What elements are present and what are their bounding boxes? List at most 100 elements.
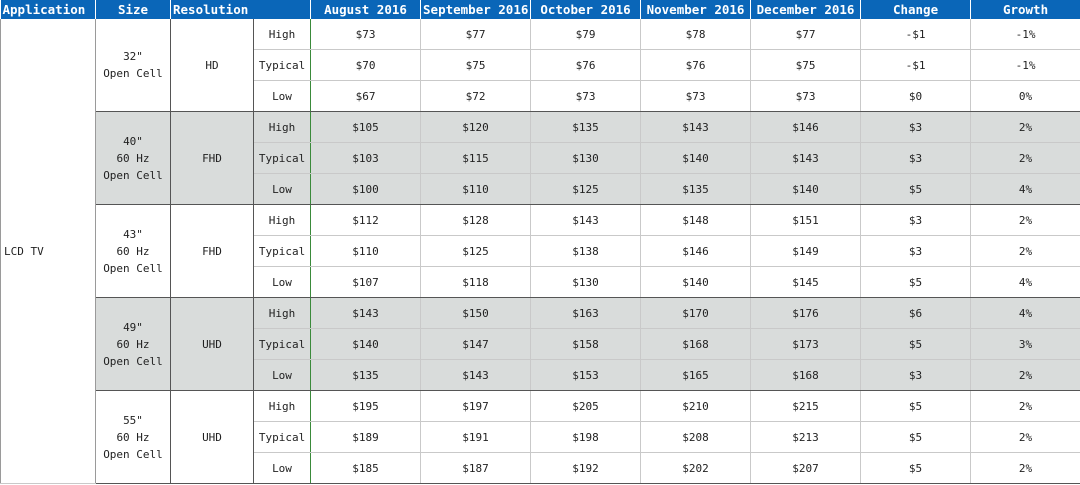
growth-cell: 2%	[970, 235, 1080, 267]
oct-cell: $143	[530, 204, 642, 236]
aug-cell: $107	[310, 266, 422, 298]
dec-cell: $168	[750, 359, 862, 391]
level-cell: High	[253, 204, 312, 236]
header-resolution: Resolution	[170, 0, 312, 19]
oct-cell: $76	[530, 49, 642, 81]
change-cell: $5	[860, 390, 972, 422]
oct-cell: $198	[530, 421, 642, 453]
aug-cell: $140	[310, 328, 422, 360]
aug-cell: $103	[310, 142, 422, 174]
aug-cell: $67	[310, 80, 422, 112]
level-cell: High	[253, 390, 312, 422]
growth-cell: -1%	[970, 49, 1080, 81]
sep-cell: $77	[420, 19, 532, 50]
dec-cell: $145	[750, 266, 862, 298]
nov-cell: $143	[640, 111, 752, 143]
header-row: Application Size Resolution August 2016 …	[0, 0, 1080, 19]
growth-cell: 4%	[970, 266, 1080, 298]
level-cell: Typical	[253, 142, 312, 174]
growth-cell: 3%	[970, 328, 1080, 360]
level-cell: Typical	[253, 235, 312, 267]
level-cell: Typical	[253, 421, 312, 453]
resolution-cell: UHD	[170, 297, 254, 391]
change-cell: $3	[860, 235, 972, 267]
header-sep: September 2016	[420, 0, 532, 19]
nov-cell: $140	[640, 266, 752, 298]
nov-cell: $165	[640, 359, 752, 391]
change-cell: $3	[860, 359, 972, 391]
table-row: Low $135 $143 $153 $165 $168 $3 2%	[1, 359, 1080, 391]
oct-cell: $158	[530, 328, 642, 360]
size-cell: 49" 60 Hz Open Cell	[95, 297, 171, 391]
aug-cell: $195	[310, 390, 422, 422]
table-row: LCD TV 32" Open Cell HD High $73 $77 $79 $78 $77…	[0, 19, 1080, 484]
level-cell: High	[253, 111, 312, 143]
header-oct: October 2016	[530, 0, 642, 19]
sep-cell: $120	[420, 111, 532, 143]
level-cell: Typical	[253, 49, 312, 81]
level-cell: High	[253, 19, 312, 50]
nov-cell: $170	[640, 297, 752, 329]
header-size: Size	[95, 0, 171, 19]
table-row: Low $185 $187 $192 $202 $207 $5 2%	[1, 452, 1080, 484]
change-cell: $3	[860, 142, 972, 174]
application-cell: LCD TV	[0, 19, 96, 484]
table-row: Typical $103 $115 $130 $140 $143 $3 2%	[1, 142, 1080, 174]
growth-cell: 2%	[970, 142, 1080, 174]
header-aug: August 2016	[310, 0, 422, 19]
size-cell: 43" 60 Hz Open Cell	[95, 204, 171, 298]
growth-cell: 2%	[970, 204, 1080, 236]
sep-cell: $75	[420, 49, 532, 81]
change-cell: -$1	[860, 49, 972, 81]
table-row: 49" 60 Hz Open Cell UHD High $143 $150 $163 $1…	[1, 297, 1080, 391]
level-cell: Low	[253, 80, 312, 112]
level-cell: Typical	[253, 328, 312, 360]
aug-cell: $100	[310, 173, 422, 205]
dec-cell: $75	[750, 49, 862, 81]
nov-cell: $135	[640, 173, 752, 205]
oct-cell: $125	[530, 173, 642, 205]
nov-cell: $208	[640, 421, 752, 453]
aug-cell: $143	[310, 297, 422, 329]
oct-cell: $153	[530, 359, 642, 391]
resolution-cell: FHD	[170, 111, 254, 205]
change-cell: $0	[860, 80, 972, 112]
nov-cell: $78	[640, 19, 752, 50]
oct-cell: $138	[530, 235, 642, 267]
nov-cell: $73	[640, 80, 752, 112]
sep-cell: $128	[420, 204, 532, 236]
sep-cell: $187	[420, 452, 532, 484]
level-cell: Low	[253, 173, 312, 205]
growth-cell: 2%	[970, 452, 1080, 484]
table-row: Typical $189 $191 $198 $208 $213 $5 2%	[1, 421, 1080, 453]
sep-cell: $150	[420, 297, 532, 329]
header-growth: Growth	[970, 0, 1080, 19]
nov-cell: $146	[640, 235, 752, 267]
nov-cell: $140	[640, 142, 752, 174]
change-cell: $5	[860, 328, 972, 360]
dec-cell: $207	[750, 452, 862, 484]
nov-cell: $210	[640, 390, 752, 422]
level-cell: High	[253, 297, 312, 329]
aug-cell: $112	[310, 204, 422, 236]
table-row: 40" 60 Hz Open Cell FHD High $105 $120 $135 $1…	[1, 111, 1080, 205]
oct-cell: $79	[530, 19, 642, 50]
change-cell: $3	[860, 204, 972, 236]
oct-cell: $192	[530, 452, 642, 484]
nov-cell: $148	[640, 204, 752, 236]
aug-cell: $185	[310, 452, 422, 484]
growth-cell: -1%	[970, 19, 1080, 50]
aug-cell: $73	[310, 19, 422, 50]
dec-cell: $146	[750, 111, 862, 143]
growth-cell: 0%	[970, 80, 1080, 112]
change-cell: $5	[860, 266, 972, 298]
level-cell: Low	[253, 452, 312, 484]
size-cell: 32" Open Cell	[95, 19, 171, 112]
level-cell: Low	[253, 359, 312, 391]
table-row: Typical $110 $125 $138 $146 $149 $3 2%	[1, 235, 1080, 267]
nov-cell: $76	[640, 49, 752, 81]
header-change: Change	[860, 0, 972, 19]
change-cell: $3	[860, 111, 972, 143]
oct-cell: $135	[530, 111, 642, 143]
